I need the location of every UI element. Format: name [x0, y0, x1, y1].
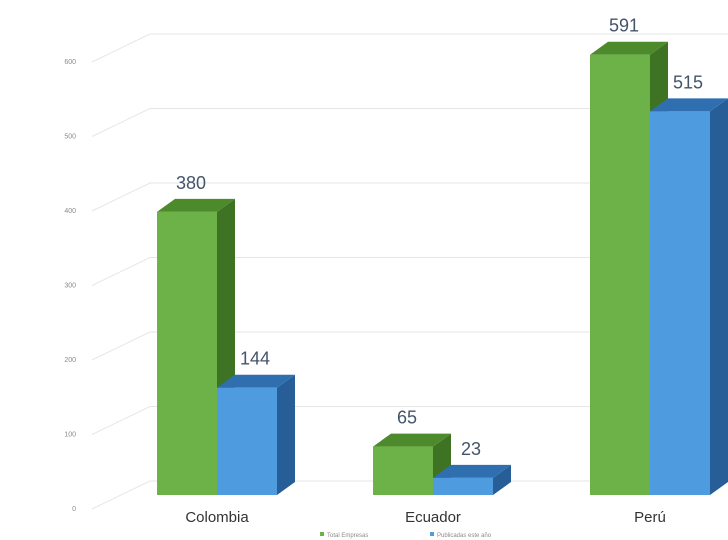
y-tick-label: 200: [64, 357, 76, 364]
bar-front: [590, 54, 650, 496]
gridline: [91, 331, 728, 361]
data-label: 515: [673, 72, 703, 92]
data-label: 591: [609, 16, 639, 36]
gridlines: [91, 33, 728, 510]
bar-front: [650, 111, 710, 495]
bar-front: [157, 211, 217, 495]
gridline: [91, 257, 728, 286]
data-label: 65: [397, 408, 417, 428]
y-tick-label: 0: [72, 506, 76, 513]
category-label: Colombia: [185, 509, 249, 526]
bar-top: [157, 198, 235, 212]
legend-label: Publicadas este año: [437, 533, 492, 539]
bar: [650, 98, 728, 495]
data-labels: 380 144 65 23 591 515: [176, 16, 703, 459]
bar-top: [433, 464, 511, 478]
bar-top: [217, 374, 295, 388]
gridline: [91, 108, 728, 137]
y-tick-label: 100: [64, 432, 76, 439]
bar-top: [373, 433, 451, 447]
bar: [433, 464, 511, 495]
bar-top: [650, 98, 728, 112]
y-tick-label: 600: [64, 59, 76, 66]
y-tick-label: 500: [64, 134, 76, 141]
gridline: [91, 182, 728, 212]
y-tick-label: 400: [64, 208, 76, 215]
gridline: [91, 480, 728, 510]
bar-top: [590, 41, 668, 55]
data-label: 23: [461, 439, 481, 459]
bars: [157, 41, 728, 496]
category-labels: Colombia Ecuador Perú: [185, 509, 666, 526]
data-label: 380: [176, 173, 206, 193]
legend-label: Total Empresas: [327, 533, 368, 539]
data-label: 144: [240, 349, 270, 369]
bar: [217, 374, 295, 495]
gridline: [91, 33, 728, 63]
legend-swatch: [320, 532, 324, 536]
bar-side: [710, 98, 728, 495]
bar-side: [493, 464, 511, 495]
bar-front: [433, 477, 493, 495]
y-tick-label: 300: [64, 283, 76, 290]
category-label: Perú: [634, 509, 666, 526]
legend-swatch: [430, 532, 434, 536]
bar-front: [373, 446, 433, 495]
legend: Total Empresas Publicadas este año: [320, 532, 492, 539]
gridline: [91, 406, 728, 435]
category-label: Ecuador: [405, 509, 461, 526]
bar-front: [217, 387, 277, 495]
bar-side: [277, 374, 295, 495]
y-axis-ticks: 0 100 200 300 400 500 600: [64, 59, 76, 513]
